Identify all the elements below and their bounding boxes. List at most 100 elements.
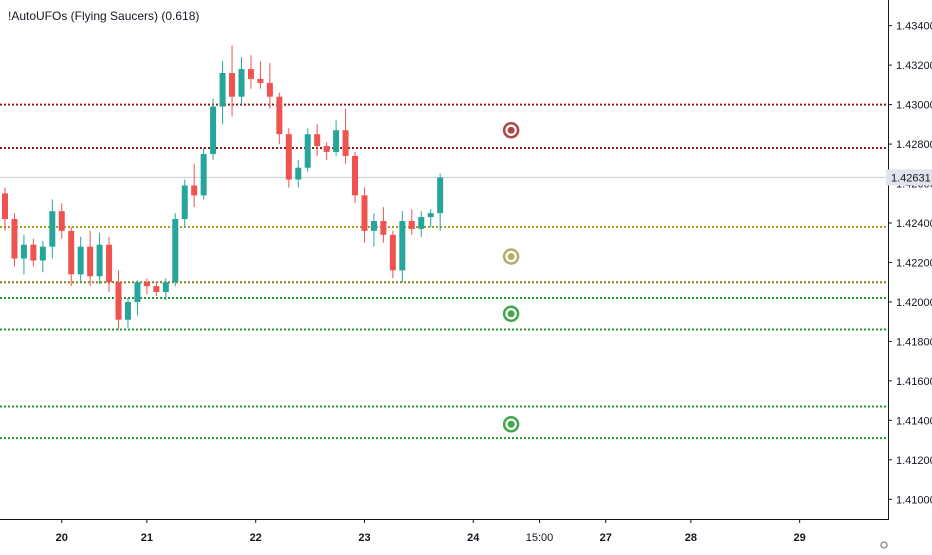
candle-body (333, 130, 340, 152)
candle-body (352, 155, 359, 196)
candle-21 (200, 148, 207, 200)
candle-31 (295, 159, 302, 188)
candle-46 (437, 173, 444, 231)
ufo-layer (502, 121, 520, 433)
candle-6 (58, 203, 65, 239)
ufo-marker-1 (502, 248, 520, 265)
candle-5 (49, 199, 56, 259)
candle-body (361, 195, 368, 231)
candle-1 (11, 213, 18, 267)
candle-body (181, 185, 188, 220)
ufo-dot (507, 126, 515, 134)
candle-body (399, 221, 406, 271)
candle-12 (115, 270, 122, 330)
candle-body (11, 219, 18, 259)
candle-16 (153, 282, 160, 297)
candle-33 (314, 124, 321, 156)
candle-body (238, 69, 245, 97)
candle-39 (370, 213, 377, 247)
candle-body (285, 134, 292, 180)
settings-gear-icon[interactable] (880, 541, 888, 549)
candle-body (134, 282, 141, 302)
candle-37 (352, 151, 359, 204)
candle-30 (285, 128, 292, 188)
candle-body (49, 211, 56, 247)
candle-43 (408, 209, 415, 235)
candle-body (153, 286, 160, 293)
candle-0 (2, 187, 8, 231)
gear-icon[interactable] (880, 541, 888, 549)
x-tick-label: 22 (250, 532, 262, 544)
candle-2 (20, 234, 27, 275)
x-tick-label: 15:00 (526, 532, 554, 544)
x-tick-label: 20 (56, 532, 68, 544)
candle-body (314, 134, 321, 147)
y-tick-label: 1.41000 (896, 494, 932, 506)
candle-32 (304, 128, 311, 172)
candle-body (427, 213, 434, 218)
last-price-label: 1.42631 (891, 172, 931, 184)
candle-7 (68, 226, 75, 287)
last-price-badge-bg (886, 169, 932, 186)
ufo-ring (502, 305, 520, 323)
candle-17 (162, 278, 169, 300)
candle-body (2, 193, 8, 220)
ufo-marker-3 (502, 416, 520, 433)
indicator-title: !AutoUFOs (Flying Saucers) (0.618) (8, 9, 200, 23)
candle-35 (333, 120, 340, 156)
candle-body (191, 185, 198, 196)
candle-38 (361, 187, 368, 243)
candle-15 (143, 278, 150, 295)
y-tick-label: 1.41200 (896, 455, 932, 467)
candle-body (210, 106, 217, 154)
candle-body (342, 130, 349, 156)
candle-body (266, 82, 273, 97)
candle-26 (247, 55, 254, 89)
x-tick-label: 29 (794, 532, 806, 544)
y-tick-label: 1.41400 (896, 415, 932, 427)
candle-body (106, 244, 113, 283)
candle-body (200, 153, 207, 196)
candle-body (304, 134, 311, 168)
candle-3 (30, 238, 37, 267)
ufo-dot (507, 310, 515, 318)
y-tick-label: 1.43000 (896, 100, 932, 112)
candle-41 (389, 230, 396, 279)
x-tick-label: 21 (141, 532, 153, 544)
candle-13 (124, 297, 131, 328)
y-tick-label: 1.42400 (896, 218, 932, 230)
candle-body (143, 282, 150, 287)
candle-20 (191, 163, 198, 208)
candle-40 (380, 207, 387, 243)
x-axis[interactable]: 20 21 22 23 24 15:00 27 28 29 (56, 519, 806, 544)
candle-42 (399, 211, 406, 283)
y-tick-label: 1.42800 (896, 139, 932, 151)
candle-body (162, 282, 169, 293)
candle-11 (106, 236, 113, 293)
candle-body (124, 301, 131, 320)
y-tick-label: 1.43400 (896, 21, 932, 33)
ufo-ring (502, 121, 520, 139)
last-price-badge: 1.42631 (886, 169, 932, 186)
x-tick-label: 24 (467, 532, 480, 544)
candle-36 (342, 108, 349, 164)
candle-body (389, 234, 396, 271)
candle-8 (77, 236, 84, 283)
candle-body (58, 211, 65, 231)
candle-body (87, 246, 94, 277)
candle-29 (276, 92, 283, 145)
candle-body (437, 177, 444, 214)
candle-body (408, 221, 415, 229)
candle-body (229, 73, 236, 97)
candle-body (276, 96, 283, 135)
candle-body (20, 244, 27, 259)
candle-body (77, 246, 84, 275)
candle-body (257, 78, 264, 83)
candle-9 (87, 230, 94, 287)
candle-27 (257, 61, 264, 89)
y-tick-label: 1.43200 (896, 60, 932, 72)
ufo-marker-2 (502, 305, 520, 323)
